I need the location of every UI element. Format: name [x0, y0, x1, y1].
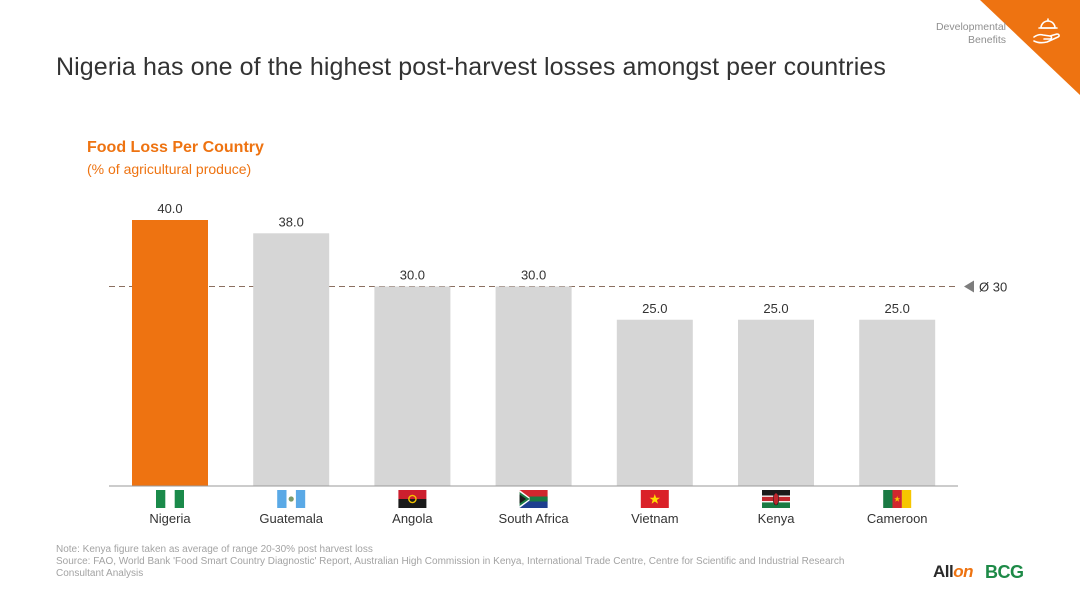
bar-cameroon — [859, 319, 936, 486]
allon-logo-prefix: All — [933, 562, 954, 581]
data-label: 30.0 — [521, 268, 546, 283]
angola-flag-icon — [398, 490, 427, 508]
category-label: Cameroon — [867, 511, 928, 526]
data-label-background — [756, 299, 796, 316]
category-label: Kenya — [758, 511, 796, 526]
section-label-line1: Developmental — [935, 21, 1006, 33]
section-label-line2: Benefits — [968, 34, 1006, 46]
allon-logo-suffix: on — [953, 562, 974, 581]
cameroon-flag-icon — [883, 490, 912, 508]
data-label-background — [877, 299, 918, 316]
category-label: Nigeria — [149, 511, 191, 526]
bar-kenya — [738, 319, 814, 486]
average-label: Ø 30 — [979, 280, 1007, 295]
bar-guatemala — [253, 233, 330, 486]
footnote-note: Note: Kenya figure taken as average of r… — [56, 544, 373, 555]
data-label: 25.0 — [642, 301, 667, 316]
south-africa-flag-icon — [519, 490, 548, 508]
footnotes: Note: Kenya figure taken as average of r… — [56, 544, 844, 580]
data-label: 30.0 — [400, 268, 425, 283]
corner-accent-triangle — [980, 0, 1080, 95]
bar-angola — [374, 286, 451, 486]
data-label: 25.0 — [885, 301, 910, 316]
average-marker — [964, 280, 974, 293]
bcg-logo: BCG — [985, 562, 1024, 582]
data-label-background — [150, 200, 190, 216]
footnote-source: Source: FAO, World Bank 'Food Smart Coun… — [56, 556, 845, 567]
chart-subtitle: (% of agricultural produce) — [87, 161, 252, 177]
data-label-background — [392, 266, 433, 283]
nigeria-flag-icon — [156, 490, 184, 508]
guatemala-flag-icon — [277, 490, 306, 508]
data-label: 25.0 — [763, 301, 788, 316]
data-label: 40.0 — [157, 201, 182, 216]
data-label-background — [513, 266, 554, 283]
page-title: Nigeria has one of the highest post-harv… — [56, 53, 886, 81]
section-label: Developmental Benefits — [936, 21, 1006, 47]
allon-logo: Allon — [933, 562, 974, 582]
data-label: 38.0 — [279, 214, 304, 229]
category-label: Angola — [392, 511, 433, 526]
footnote-analysis: Consultant Analysis — [56, 568, 144, 579]
bar-nigeria — [132, 220, 208, 486]
bar-vietnam — [616, 319, 693, 486]
chart-title: Food Loss Per Country — [87, 139, 264, 156]
data-label-background — [634, 299, 675, 316]
category-label: South Africa — [499, 511, 570, 526]
category-label: Guatemala — [259, 511, 323, 526]
hand-with-bell-icon — [1033, 18, 1060, 44]
vietnam-flag-icon — [640, 490, 669, 508]
bar-chart: Ø 30 40.0 Nigeria 38.0 Guatemala 30.0 Angola 30… — [109, 200, 1007, 526]
kenya-flag-icon — [762, 490, 790, 508]
category-label: Vietnam — [631, 511, 678, 526]
data-label-background — [271, 213, 312, 230]
bar-south-africa — [495, 286, 572, 486]
